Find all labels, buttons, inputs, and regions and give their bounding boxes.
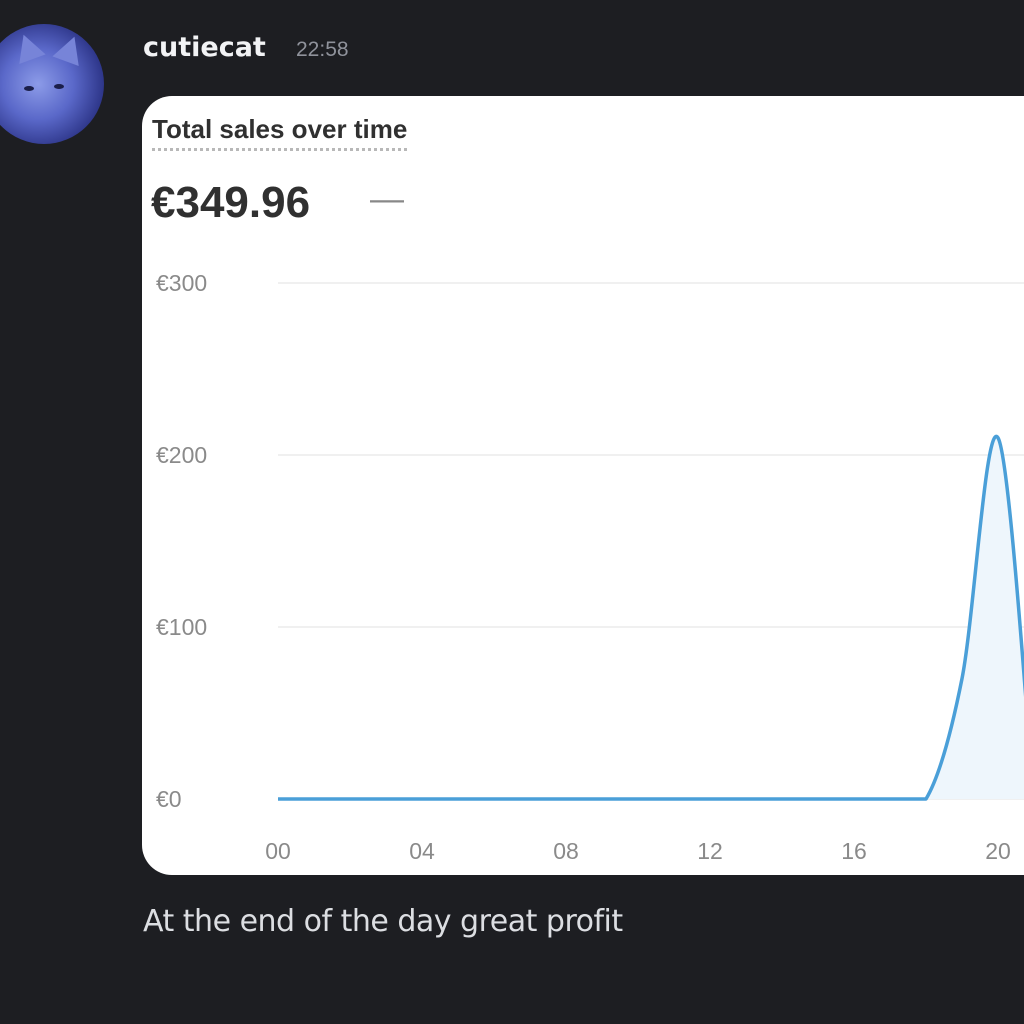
sales-line xyxy=(278,434,1024,801)
x-tick-label: 04 xyxy=(409,838,435,864)
message-text: At the end of the day great profit xyxy=(143,904,623,939)
y-tick-label: €300 xyxy=(156,270,207,296)
chart-title: Total sales over time xyxy=(152,114,408,151)
x-tick-label: 16 xyxy=(841,838,867,864)
cat-ear-icon xyxy=(52,31,88,67)
image-attachment[interactable]: Total sales over time €349.96 — €0 €100 €2… xyxy=(142,96,1024,875)
sales-area xyxy=(278,436,1024,799)
x-tick-label: 20 xyxy=(985,838,1011,864)
total-sales-value: €349.96 xyxy=(151,178,311,227)
cat-ear-icon xyxy=(10,29,46,65)
y-tick-label: €0 xyxy=(156,786,182,812)
cat-eye-icon xyxy=(54,84,64,89)
avatar[interactable] xyxy=(0,24,104,144)
comparison-value: — xyxy=(370,180,404,218)
username[interactable]: cutiecat xyxy=(143,32,266,63)
cat-eye-icon xyxy=(24,86,34,91)
y-tick-label: €100 xyxy=(156,614,207,640)
x-tick-label: 00 xyxy=(265,838,291,864)
timestamp: 22:58 xyxy=(296,38,349,61)
x-tick-label: 12 xyxy=(697,838,723,864)
y-tick-label: €200 xyxy=(156,442,207,468)
x-tick-label: 08 xyxy=(553,838,579,864)
sales-chart: €0 €100 €200 €300 00 04 08 12 16 20 xyxy=(156,270,1024,864)
